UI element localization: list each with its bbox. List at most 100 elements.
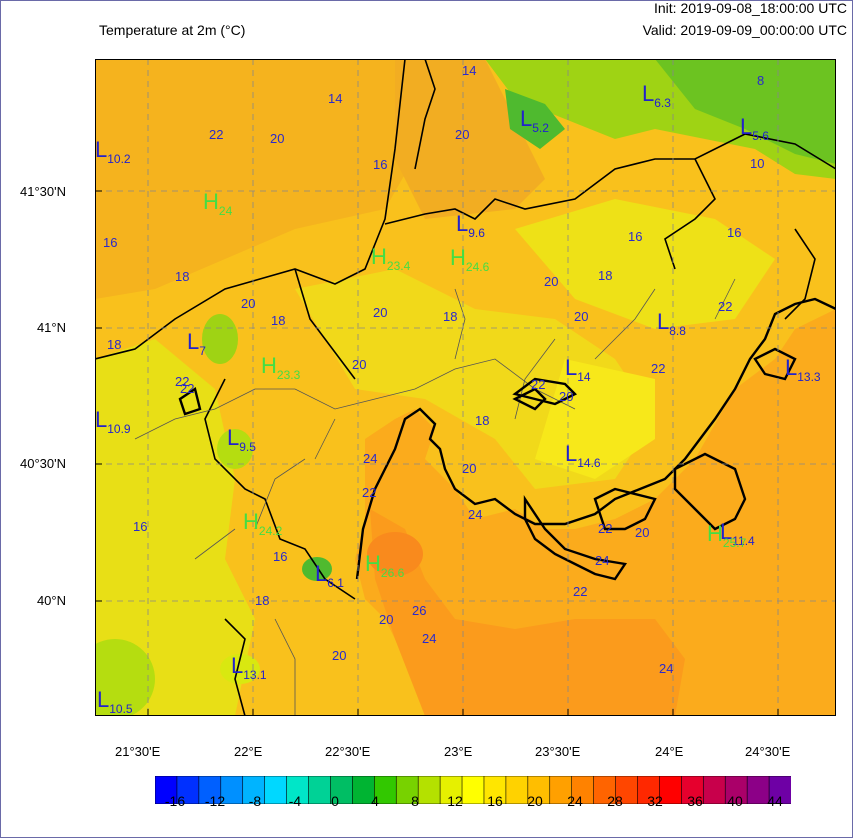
- x-tick-label: 24°E: [655, 744, 684, 759]
- colorbar-tick-label: 32: [647, 793, 663, 809]
- x-tick-label: 23°30'E: [535, 744, 581, 759]
- contour-value-label: 22: [362, 485, 376, 500]
- contour-value-label: 20: [332, 648, 346, 663]
- field-band-warm: [95, 59, 425, 299]
- contour-value-label: 20: [379, 612, 393, 627]
- high-pressure-marker: H24.2: [243, 509, 283, 538]
- contour-value-label: 10: [750, 156, 764, 171]
- contour-value-label: 20: [270, 131, 284, 146]
- low-pressure-marker: L5.2: [520, 106, 549, 135]
- y-tick-label: 41°30'N: [20, 184, 66, 199]
- contour-value-label: 8: [757, 73, 764, 88]
- colorbar-tick-label: 16: [487, 793, 503, 809]
- contour-value-label: 18: [475, 413, 489, 428]
- x-tick-label: 23°E: [444, 744, 473, 759]
- field-spot: [95, 639, 155, 716]
- x-tick-label: 22°E: [234, 744, 263, 759]
- contour-value-label: 20: [559, 389, 573, 404]
- y-tick-label: 40°N: [36, 593, 66, 608]
- contour-value-label: 18: [255, 593, 269, 608]
- field-spot: [302, 557, 332, 581]
- y-tick-label: 40°30'N: [20, 456, 66, 471]
- contour-labels: 14 14 22 20 20 16 8 10 16 16 16 18 20 20 18 20 20 18 20 18 2…: [103, 63, 764, 676]
- low-pressure-marker: L9.5: [227, 425, 256, 454]
- contour-value-label: 22: [175, 374, 189, 389]
- high-pressure-marker: H23.4: [371, 244, 411, 273]
- sea-warm: [370, 509, 685, 716]
- colorbar-tick-label: -8: [248, 793, 262, 809]
- field-band-yellow-west: [95, 339, 255, 716]
- colorbar-tick-label: -12: [204, 793, 226, 809]
- colorbar-tick-label: -4: [288, 793, 302, 809]
- low-pressure-marker: L14.6: [565, 441, 601, 470]
- low-pressure-marker: L6.1: [315, 561, 344, 590]
- contour-value-label: 24: [595, 553, 609, 568]
- contour-value-label: 20: [462, 461, 476, 476]
- colorbar-tick-label: 36: [687, 793, 703, 809]
- low-pressure-marker: L13.3: [785, 355, 821, 384]
- sea-field: [355, 309, 836, 716]
- valid-time: Valid: 2019-09-09_00:00:00 UTC: [642, 22, 847, 38]
- colorbar-tick-label: 8: [411, 793, 419, 809]
- contour-value-label: 24: [659, 661, 673, 676]
- low-pressure-marker: L7: [187, 329, 206, 358]
- contour-value-label: 16: [373, 157, 387, 172]
- contour-value-label: 14: [462, 63, 476, 78]
- contour-value-label: 24: [363, 451, 377, 466]
- temperature-map: 14 14 22 20 20 16 8 10 16 16 16 18 20 20 18 20 20 18 20 18 2…: [95, 59, 836, 716]
- admin-borders: [134, 278, 736, 716]
- low-pressure-marker: L14: [565, 355, 591, 384]
- colorbar-tick-label: -16: [164, 793, 186, 809]
- colorbar-tick-label: 12: [447, 793, 463, 809]
- contour-value-label: 20: [373, 305, 387, 320]
- low-pressure-marker: L10.9: [95, 407, 131, 436]
- colorbar-tick-label: 24: [567, 793, 583, 809]
- coastline: [178, 297, 836, 581]
- contour-value-label: 18: [175, 269, 189, 284]
- colorbar-swatch: [505, 776, 529, 804]
- contour-value-label: 14: [328, 91, 342, 106]
- low-pressure-marker: L5.6: [740, 114, 769, 143]
- low-pressure-marker: L10.5: [97, 687, 133, 716]
- contour-value-label: 20: [635, 525, 649, 540]
- contour-value-label: 24: [422, 631, 436, 646]
- country-borders: [95, 59, 836, 716]
- field-band-green-low: [505, 89, 565, 149]
- field-band-darkgreen: [655, 59, 836, 164]
- contour-value-label: 18: [271, 313, 285, 328]
- high-pressure-marker: H24.6: [450, 245, 490, 274]
- contour-value-label: 16: [727, 225, 741, 240]
- init-time: Init: 2019-09-08_18:00:00 UTC: [653, 0, 847, 16]
- contour-value-label: 16: [133, 519, 147, 534]
- low-pressure-marker: L8.8: [657, 309, 686, 338]
- contour-value-label: 26: [412, 603, 426, 618]
- contour-value-label: 22: [531, 377, 545, 392]
- contour-value-label: 22: [209, 127, 223, 142]
- contour-value-label: 24: [468, 507, 482, 522]
- low-pressure-marker: L10.2: [95, 137, 131, 166]
- contour-value-label: 16: [628, 229, 642, 244]
- colorbar-swatch: [746, 776, 770, 804]
- sea-hot-spot: [367, 532, 423, 576]
- contour-value-label: 20: [544, 274, 558, 289]
- contour-value-label: 20: [455, 127, 469, 142]
- field-spot: [217, 429, 253, 469]
- map-border: [95, 59, 836, 716]
- high-markers: H24 H23.4 H24.6 H23.3 H24.2 H26.6 H25.7: [203, 189, 747, 580]
- field-band-yellow-east: [515, 199, 775, 329]
- high-pressure-marker: H24: [203, 189, 233, 218]
- colorbar-tick-label: 44: [767, 793, 783, 809]
- low-pressure-marker: L11.4: [720, 519, 755, 548]
- y-tick-label: 41°N: [36, 320, 66, 335]
- x-tick-label: 22°30'E: [325, 744, 371, 759]
- contour-value-label: 22: [573, 584, 587, 599]
- contour-value-label: 20: [574, 309, 588, 324]
- colorbar-tick-label: 0: [331, 793, 339, 809]
- contour-value-label: 20: [241, 296, 255, 311]
- field-band-lightyellow: [535, 359, 655, 479]
- contour-value-label: 18: [107, 337, 121, 352]
- contour-value-label: 16: [103, 235, 117, 250]
- colorbar-tick-label: 20: [527, 793, 543, 809]
- high-pressure-marker: H25.7: [707, 521, 747, 550]
- contour-value-label: 22: [598, 521, 612, 536]
